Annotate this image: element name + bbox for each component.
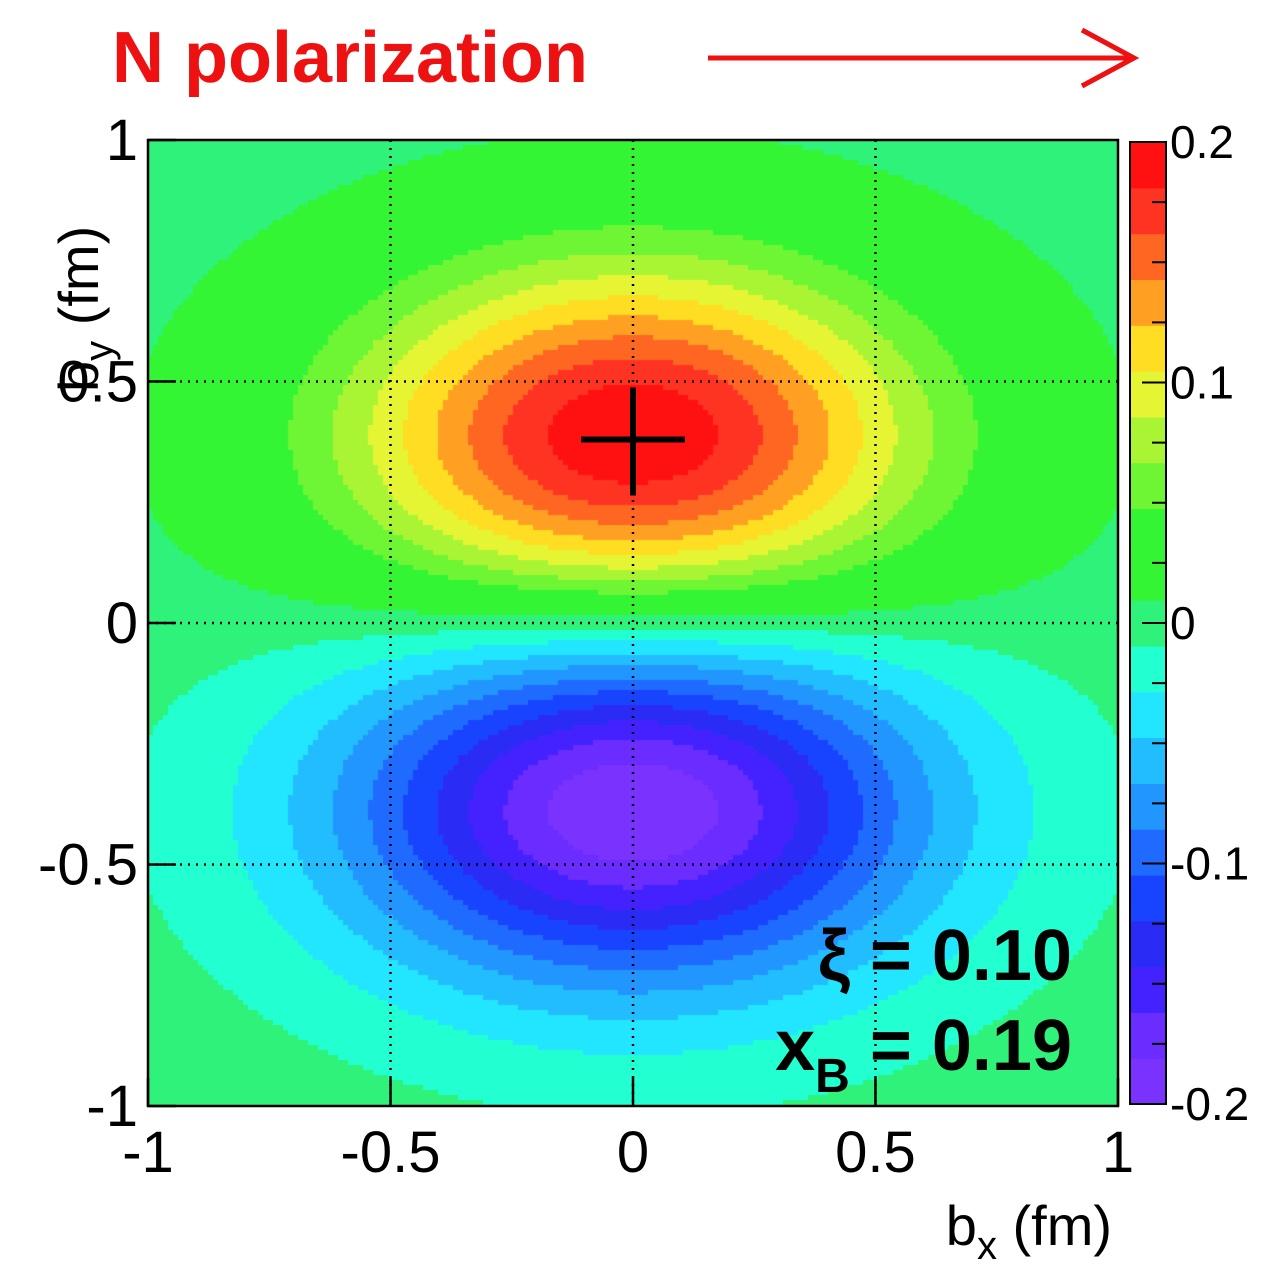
colorbar-segment-4 [1130, 874, 1166, 922]
y-tick-label-0: -1 [86, 1074, 138, 1139]
colorbar-segment-12 [1130, 508, 1166, 555]
x-tick-label-4: 1 [1102, 1120, 1134, 1185]
colorbar-segment-19 [1130, 187, 1166, 235]
colorbar-segment-6 [1130, 783, 1166, 830]
svg-text:xB = 0.19: xB = 0.19 [775, 1006, 1072, 1103]
colorbar-label-4: -0.2 [1170, 1078, 1249, 1130]
peak-marker [581, 387, 685, 496]
y-tick-label-3: 0.5 [57, 350, 138, 415]
colorbar-segment-7 [1130, 737, 1166, 784]
colorbar-label-2: 0 [1170, 597, 1196, 649]
annotation-xi-symbol: ξ [818, 916, 851, 996]
y-tick-label-4: 1 [106, 108, 138, 173]
colorbar-segment-1 [1130, 1012, 1166, 1059]
x-tick-label-2: 0 [617, 1120, 649, 1185]
annotation-xb-symbol: x [775, 1006, 815, 1086]
annotation-xi-value: = 0.10 [850, 916, 1072, 996]
y-tick-label-2: 0 [106, 591, 138, 656]
colorbar-label-3: -0.1 [1170, 838, 1249, 890]
colorbar-segment-14 [1130, 416, 1166, 464]
chart-title: N polarization [112, 18, 588, 98]
colorbar-segment-15 [1130, 371, 1166, 418]
x-tick-label-1: -0.5 [341, 1120, 441, 1185]
colorbar-segment-18 [1130, 233, 1166, 281]
colorbar-segment-16 [1130, 325, 1166, 372]
colorbar-label-0: 0.2 [1170, 116, 1234, 168]
colorbar-segment-3 [1130, 920, 1166, 968]
svg-text:ξ = 0.10: ξ = 0.10 [818, 916, 1072, 996]
colorbar-segment-20 [1130, 142, 1166, 189]
x-tick-label-3: 0.5 [835, 1120, 916, 1185]
colorbar-segment-0 [1130, 1058, 1166, 1105]
colorbar-label-1: 0.1 [1170, 357, 1234, 409]
axes: -1 -0.5 0 0.5 1 -1 -0.5 0 0.5 1 [38, 108, 1134, 1185]
colorbar-segment-11 [1130, 554, 1166, 601]
annotation-xi: ξ = 0.10 [818, 916, 1072, 996]
colorbar-segment-13 [1130, 462, 1166, 510]
annotation-xb: xB = 0.19 [775, 1006, 1072, 1103]
y-tick-label-1: -0.5 [38, 833, 138, 898]
annotation-xb-value: = 0.19 [850, 1006, 1072, 1086]
grid-lines [148, 140, 1118, 1106]
y-axis-label: by (fm) [47, 226, 121, 392]
colorbar-segment-2 [1130, 966, 1166, 1013]
colorbar-segment-17 [1130, 279, 1166, 326]
colorbar-segment-8 [1130, 691, 1166, 739]
colorbar: 0.2 0.1 0 -0.1 -0.2 [1129, 116, 1249, 1130]
title-arrow [708, 27, 1140, 89]
x-axis-label: bx (fm) [946, 1194, 1112, 1268]
colorbar-segment-9 [1130, 645, 1166, 693]
annotation-xb-sub: B [815, 1050, 850, 1103]
colorbar-segment-5 [1130, 829, 1166, 876]
x-tick-label-0: -1 [122, 1120, 174, 1185]
